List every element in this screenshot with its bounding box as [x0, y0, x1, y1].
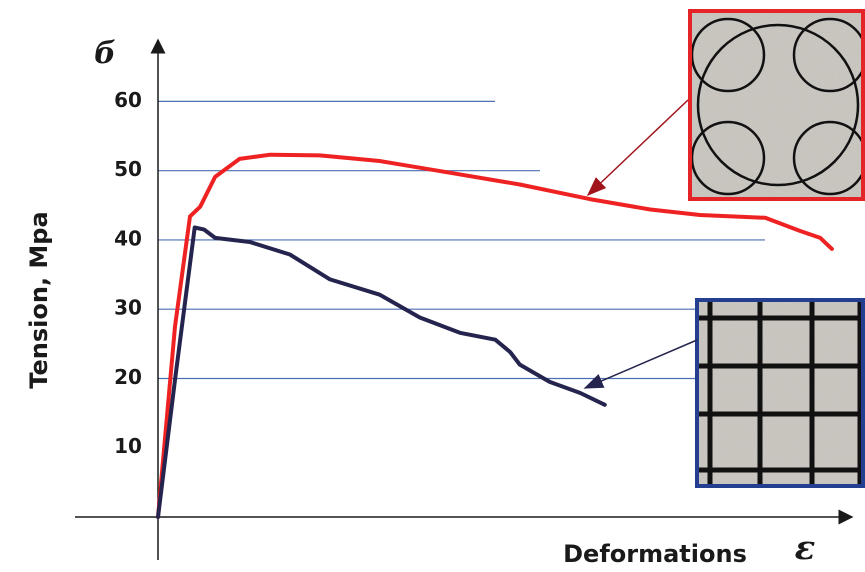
tick-labels: 10 20 30 40 50 60 — [114, 88, 142, 458]
inset-texture — [690, 11, 863, 199]
y-axis-title: Tension, Mpa — [25, 211, 53, 388]
series-line — [158, 228, 605, 518]
inset-texture — [697, 300, 863, 486]
pointer-arrow — [585, 340, 697, 388]
y-tick-label: 60 — [114, 88, 142, 112]
blue-inset — [697, 300, 863, 486]
y-symbol: б — [94, 36, 116, 71]
y-tick-label: 10 — [114, 434, 142, 458]
x-symbol: ε — [795, 528, 816, 568]
pointer-arrow — [588, 100, 688, 195]
y-tick-label: 30 — [114, 296, 142, 320]
red-inset — [690, 11, 865, 199]
chart: б Tension, Mpa Deformations ε 10 20 30 40 50… — [0, 0, 865, 572]
y-tick-label: 50 — [114, 157, 142, 181]
x-axis-title: Deformations — [563, 540, 747, 568]
y-tick-label: 20 — [114, 365, 142, 389]
y-tick-label: 40 — [114, 226, 142, 250]
